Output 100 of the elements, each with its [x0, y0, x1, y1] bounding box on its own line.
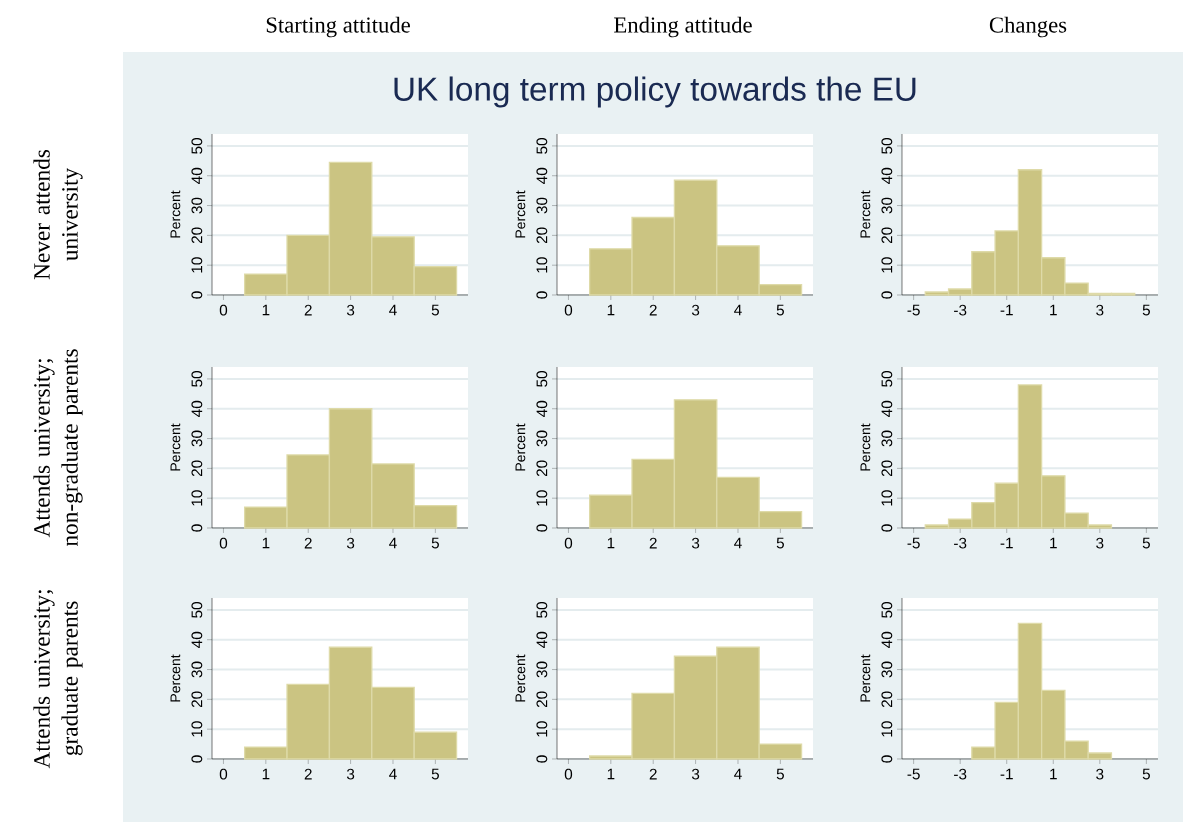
y-tick-label: 10: [881, 721, 893, 737]
x-tick-label: 0: [564, 304, 573, 316]
y-tick-label: 0: [191, 291, 203, 299]
y-tick-label: 50: [536, 138, 548, 154]
y-tick-label: 20: [881, 691, 893, 708]
y-tick-label: 30: [536, 197, 548, 214]
y-tick-label: 50: [536, 371, 548, 387]
y-tick-label: 30: [881, 197, 893, 214]
y-tick-label: 50: [536, 601, 548, 618]
x-tick-label: 4: [734, 304, 742, 316]
y-tick-label: 20: [536, 227, 548, 244]
y-tick-label: 30: [881, 661, 893, 678]
y-tick-label: 0: [536, 755, 548, 763]
x-tick-label: 3: [691, 768, 700, 780]
x-tick-label: -5: [907, 537, 920, 549]
text: Attends university; graduate parents: [33, 590, 83, 769]
x-tick-label: 2: [304, 768, 312, 780]
y-tick-label: 40: [536, 400, 548, 417]
x-tick-label: 5: [1142, 768, 1150, 780]
x-tick-label: 5: [776, 537, 784, 549]
x-tick-label: 3: [346, 537, 355, 549]
y-tick-label: 0: [881, 291, 893, 299]
x-tick-label: 0: [219, 304, 228, 316]
y-axis-title: Percent: [515, 423, 526, 471]
x-tick-label: 3: [691, 537, 700, 549]
x-tick-label: 1: [1050, 768, 1057, 780]
y-tick-label: 10: [191, 490, 203, 506]
y-tick-label: 0: [191, 755, 203, 763]
chart-title: Changes: [989, 16, 1067, 38]
y-tick-label: 40: [881, 167, 893, 184]
y-tick-label: 40: [191, 167, 203, 184]
x-tick-label: 1: [262, 304, 270, 316]
x-tick-label: 2: [649, 304, 657, 316]
x-tick-label: -3: [954, 304, 967, 316]
x-tick-label: 1: [262, 537, 270, 549]
y-tick-label: 20: [881, 227, 893, 244]
x-tick-label: -5: [907, 304, 920, 316]
y-axis-title: Percent: [860, 423, 871, 471]
y-axis-title: Percent: [860, 190, 871, 238]
y-tick-label: 10: [191, 721, 203, 737]
y-tick-label: 50: [881, 138, 893, 154]
x-tick-label: 1: [1050, 304, 1057, 316]
x-tick-label: 0: [564, 537, 573, 549]
y-tick-label: 50: [191, 371, 203, 387]
y-tick-label: 10: [881, 257, 893, 273]
x-tick-label: -1: [1000, 537, 1013, 549]
x-tick-label: -1: [1000, 304, 1013, 316]
x-tick-label: 2: [304, 304, 312, 316]
y-tick-label: 0: [881, 524, 893, 532]
x-tick-label: 4: [389, 304, 397, 316]
y-tick-label: 50: [881, 371, 893, 387]
x-tick-label: 5: [1142, 304, 1150, 316]
x-tick-label: -5: [907, 768, 920, 780]
chart-title: Ending attitude: [614, 16, 752, 38]
x-tick-label: 0: [219, 537, 228, 549]
y-tick-label: 10: [881, 490, 893, 506]
x-tick-label: 2: [649, 537, 657, 549]
y-tick-label: 10: [536, 721, 548, 737]
y-tick-label: 20: [191, 691, 203, 708]
y-tick-label: 40: [191, 631, 203, 648]
x-tick-label: 5: [431, 768, 439, 780]
y-axis-title: Percent: [170, 423, 181, 471]
x-tick-label: 1: [1050, 537, 1057, 549]
y-tick-label: 40: [191, 400, 203, 417]
chart-title: Starting attitude: [266, 16, 410, 38]
y-tick-label: 0: [536, 524, 548, 532]
x-tick-label: 5: [776, 768, 784, 780]
y-tick-label: 40: [881, 631, 893, 648]
x-tick-label: -1: [1000, 768, 1013, 780]
y-tick-label: 30: [536, 661, 548, 678]
y-tick-label: 20: [536, 460, 548, 477]
x-tick-label: 1: [607, 537, 615, 549]
y-tick-label: 30: [191, 661, 203, 678]
x-tick-label: 4: [734, 768, 742, 780]
x-tick-label: 3: [346, 768, 355, 780]
text: Attends university; non-graduate parents: [33, 349, 83, 547]
y-axis-title: Percent: [170, 654, 181, 702]
x-tick-label: 3: [346, 304, 355, 316]
y-tick-label: 20: [536, 691, 548, 708]
y-tick-label: 10: [191, 257, 203, 273]
y-tick-label: 40: [881, 400, 893, 417]
x-tick-label: -3: [954, 537, 967, 549]
x-tick-label: 4: [734, 537, 742, 549]
y-tick-label: 0: [536, 291, 548, 299]
x-tick-label: 5: [1142, 537, 1150, 549]
y-axis-title: Percent: [515, 654, 526, 702]
y-tick-label: 20: [191, 227, 203, 244]
y-tick-label: 30: [881, 430, 893, 447]
x-tick-label: 1: [607, 768, 615, 780]
y-tick-label: 0: [191, 524, 203, 532]
x-tick-label: 5: [776, 304, 784, 316]
y-tick-label: 40: [536, 631, 548, 648]
y-axis-title: Percent: [170, 190, 181, 238]
x-tick-label: 5: [431, 537, 439, 549]
x-tick-label: 4: [389, 537, 397, 549]
y-tick-label: 30: [191, 197, 203, 214]
x-tick-label: 0: [219, 768, 228, 780]
y-tick-label: 50: [191, 601, 203, 618]
x-tick-label: 4: [389, 768, 397, 780]
x-tick-label: 1: [262, 768, 270, 780]
